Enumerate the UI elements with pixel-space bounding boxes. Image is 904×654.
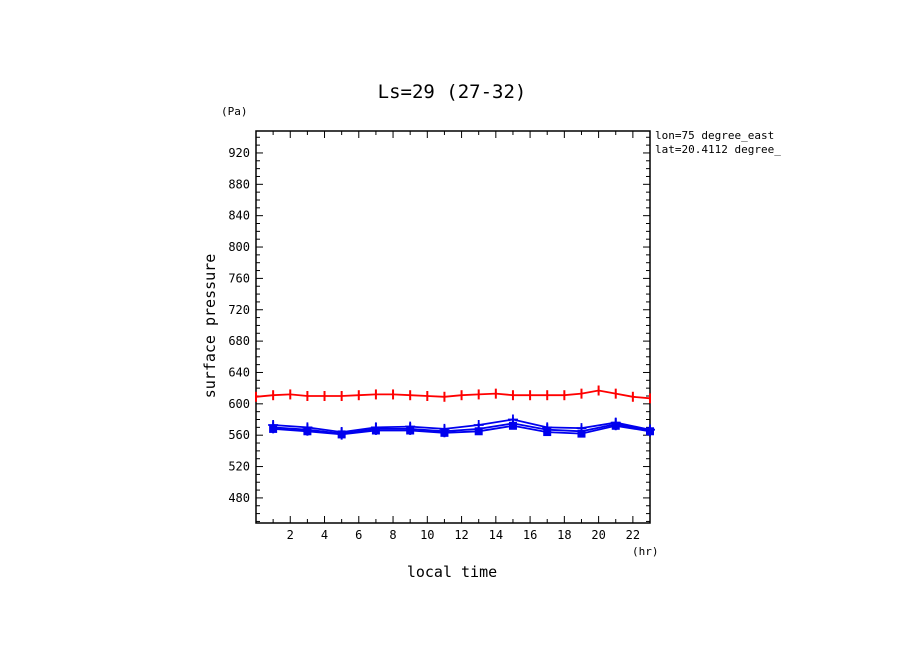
series-line — [273, 422, 651, 435]
y-tick-label: 560 — [228, 428, 250, 442]
x-tick-label: 18 — [557, 528, 571, 542]
y-tick-label: 640 — [228, 365, 250, 379]
x-tick-label: 6 — [355, 528, 362, 542]
square-marker — [611, 421, 620, 430]
annotation-lon: lon=75 degree_east — [655, 129, 774, 142]
square-marker — [303, 427, 312, 436]
square-marker — [406, 426, 415, 435]
square-marker — [646, 427, 654, 436]
y-axis-label: surface pressure — [201, 254, 219, 399]
series-line — [273, 424, 651, 436]
chart-title: Ls=29 (27-32) — [378, 81, 527, 103]
y-tick-label: 680 — [228, 334, 250, 348]
y-tick-label: 720 — [228, 303, 250, 317]
plot-frame — [255, 130, 651, 524]
x-tick-label: 4 — [321, 528, 328, 542]
square-marker — [474, 427, 483, 436]
x-tick-label: 20 — [591, 528, 605, 542]
y-unit-label: (Pa) — [221, 105, 248, 118]
axis-ticks: 2 4 6 8 10 12 14 16 18 20 22 480 520 560 600 640 680 720 7… — [228, 131, 650, 542]
x-tick-label: 16 — [523, 528, 537, 542]
x-tick-label: 14 — [489, 528, 503, 542]
series-line — [255, 389, 651, 400]
series-line — [273, 418, 651, 434]
y-tick-label: 760 — [228, 271, 250, 285]
x-unit-label: (hr) — [632, 545, 659, 558]
annotation-lat: lat=20.4112 degree_ — [655, 143, 781, 156]
x-tick-label: 8 — [389, 528, 396, 542]
y-tick-label: 600 — [228, 397, 250, 411]
y-tick-label: 840 — [228, 209, 250, 223]
square-marker — [440, 428, 449, 437]
x-axis-label: local time — [407, 563, 497, 581]
square-marker — [269, 424, 278, 433]
x-tick-label: 2 — [287, 528, 294, 542]
y-tick-label: 920 — [228, 146, 250, 160]
square-marker — [371, 426, 380, 435]
square-marker — [543, 428, 552, 437]
x-tick-label: 22 — [626, 528, 640, 542]
square-marker — [337, 430, 346, 439]
y-tick-label: 800 — [228, 240, 250, 254]
y-tick-label: 880 — [228, 177, 250, 191]
data-series — [255, 385, 655, 440]
x-tick-label: 10 — [420, 528, 434, 542]
x-tick-label: 12 — [454, 528, 468, 542]
y-tick-label: 480 — [228, 491, 250, 505]
y-tick-label: 520 — [228, 460, 250, 474]
square-marker — [508, 421, 517, 430]
square-marker — [577, 429, 586, 438]
